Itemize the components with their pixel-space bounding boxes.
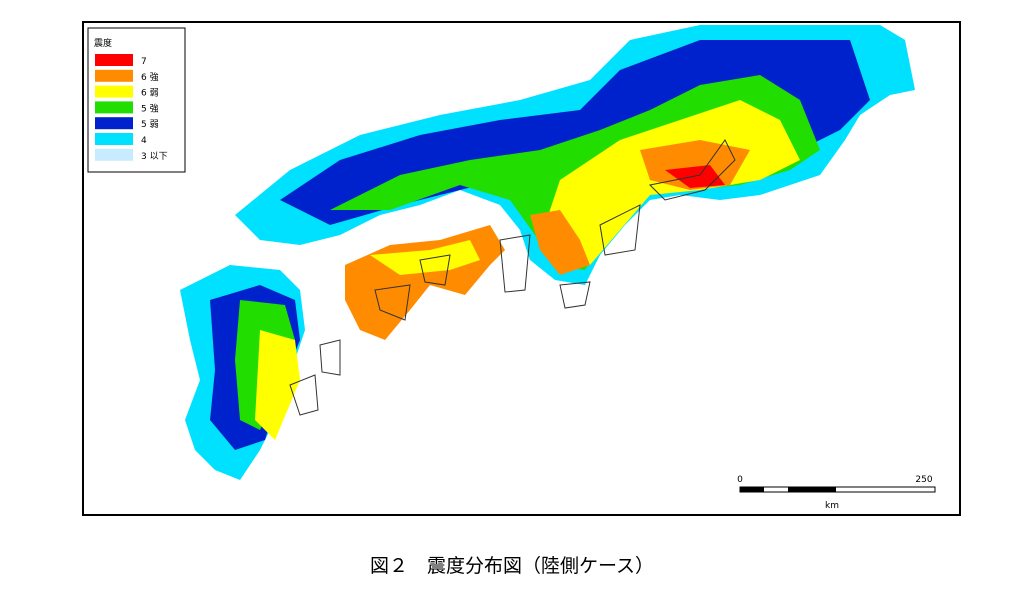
legend-swatch (95, 133, 133, 145)
scale-start: 0 (737, 475, 743, 485)
legend-label: 7 (141, 57, 147, 67)
scale-segment (788, 487, 836, 492)
legend-swatch (95, 148, 133, 161)
legend-swatch (95, 69, 133, 82)
scale-segment (740, 487, 764, 492)
legend-label: 6 弱 (141, 88, 159, 99)
scale-bar: 0 250 km (737, 475, 936, 511)
map (82, 21, 961, 516)
legend-swatch (95, 54, 133, 66)
fault-grid (289, 139, 736, 416)
legend-swatch (95, 85, 133, 98)
legend-box (87, 27, 186, 173)
legend-title: 震度 (94, 37, 112, 49)
land (255, 330, 300, 440)
legend-swatch (95, 101, 133, 114)
land (530, 210, 590, 275)
land (370, 240, 480, 275)
legend-label: 4 (141, 136, 147, 146)
legend: 震度 7 6 強 6 弱 5 強 5 弱 4 3 以下 (87, 27, 186, 173)
legend-label: 3 以下 (141, 152, 168, 162)
legend-label: 6 強 (141, 71, 159, 83)
scale-end: 250 (915, 475, 932, 485)
legend-label: 5 強 (141, 102, 159, 114)
scale-outline (739, 486, 936, 493)
scale-unit: km (825, 501, 839, 511)
land (640, 140, 750, 190)
legend-label: 5 弱 (141, 119, 159, 130)
legend-swatch (95, 117, 133, 130)
caption: 図２ 震度分布図（陸側ケース） (370, 555, 654, 577)
